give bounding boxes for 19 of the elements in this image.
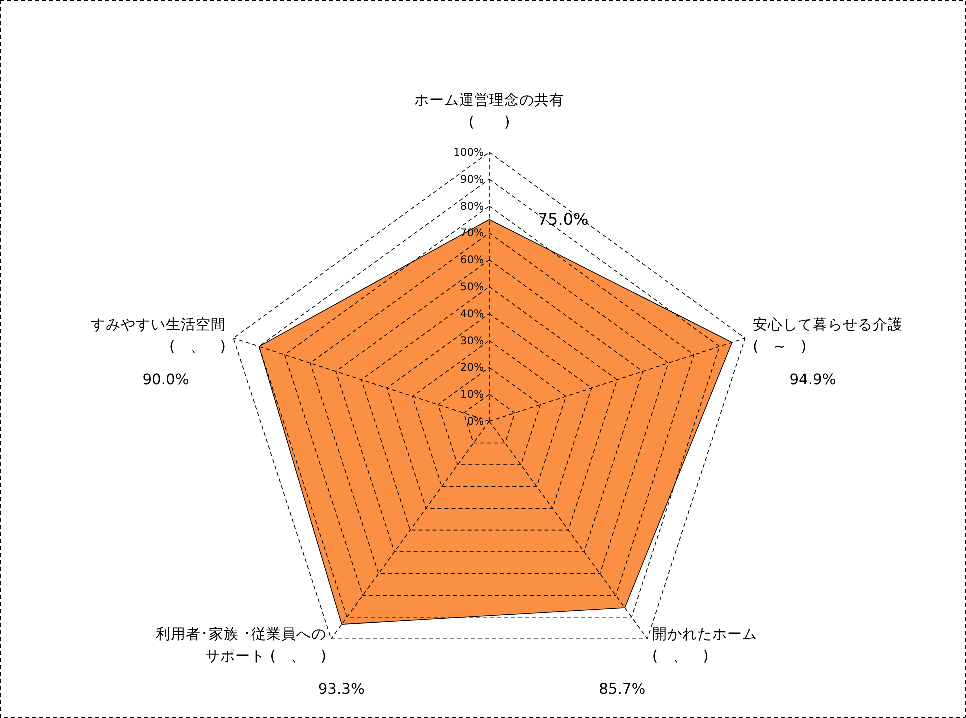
y-tick-label: 90% <box>460 172 484 186</box>
y-tick-label: 100% <box>454 146 484 159</box>
text: 94.9% <box>790 371 836 388</box>
spoke-label: 開かれたホーム ( 、 ) <box>652 626 758 666</box>
spoke-label: ホーム運営理念の共有 ( ) <box>414 92 564 131</box>
spoke-label: 安心して暮らせる介護 ( ~ ) <box>753 316 904 356</box>
y-tick-label: 80% <box>460 200 484 213</box>
spoke-label: すみやすい生活空間 ( 、 ) <box>90 316 226 356</box>
text: 85.7% <box>599 681 646 698</box>
y-tick-label: 10% <box>460 388 484 402</box>
text: 90.0% <box>142 371 190 388</box>
y-tick-label: 30% <box>460 334 484 348</box>
y-tick-label: 40% <box>460 307 484 320</box>
text: 93.3% <box>318 681 365 698</box>
y-tick-label: 60% <box>460 254 484 267</box>
y-tick-label: 50% <box>460 280 484 294</box>
y-tick-label: 20% <box>460 361 484 374</box>
spoke-label: 利用者･家族 ･従業員へのサポート ( 、 ) <box>156 626 327 666</box>
y-tick-label: 0% <box>467 415 484 428</box>
